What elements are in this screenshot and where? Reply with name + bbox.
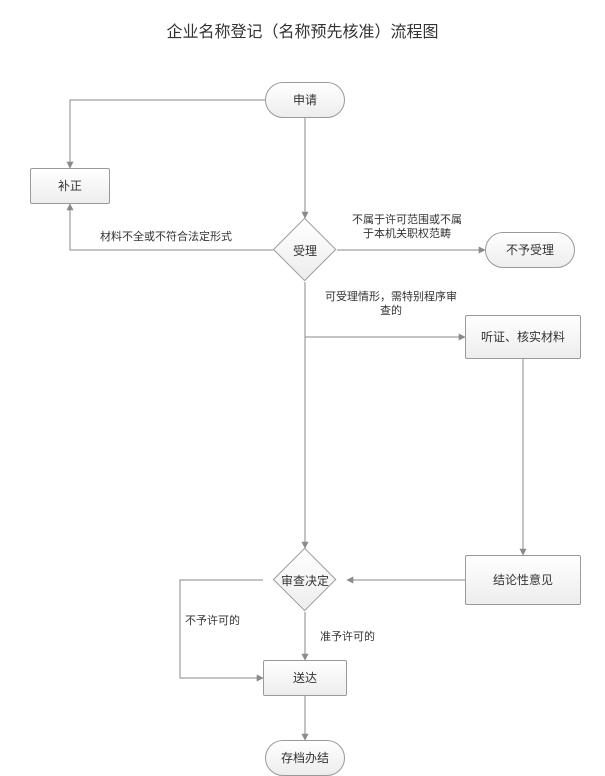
node-cundang: 存档办结 (265, 740, 345, 776)
chart-title: 企业名称登记（名称预先核准）流程图 (0, 18, 605, 42)
edge-label: 材料不全或不符合法定形式 (100, 230, 232, 244)
node-shencha: 审查决定 (263, 548, 347, 612)
node-reject: 不予受理 (485, 232, 575, 268)
node-label: 审查决定 (263, 548, 347, 612)
node-shouli: 受理 (273, 218, 337, 282)
edge-shencha-songda2 (180, 580, 263, 678)
edge-label: 准予许可的 (320, 630, 375, 644)
node-label: 受理 (273, 218, 337, 282)
edge-label: 不予许可的 (185, 614, 240, 628)
edge-label: 不属于许可范围或不属 于本机关职权范畴 (352, 213, 462, 242)
node-apply: 申请 (265, 82, 345, 118)
edge-apply-buzheng (70, 100, 265, 168)
node-songda: 送达 (263, 660, 347, 696)
node-jielun: 结论性意见 (465, 555, 581, 605)
node-tingzh: 听证、核实材料 (465, 315, 581, 359)
flowchart-canvas: 企业名称登记（名称预先核准）流程图 申请补正受理 不予受理听证、核实材料结论性意见… (0, 0, 605, 776)
edge-label: 可受理情形，需特别程序审 查的 (325, 290, 457, 319)
node-buzheng: 补正 (30, 168, 110, 204)
